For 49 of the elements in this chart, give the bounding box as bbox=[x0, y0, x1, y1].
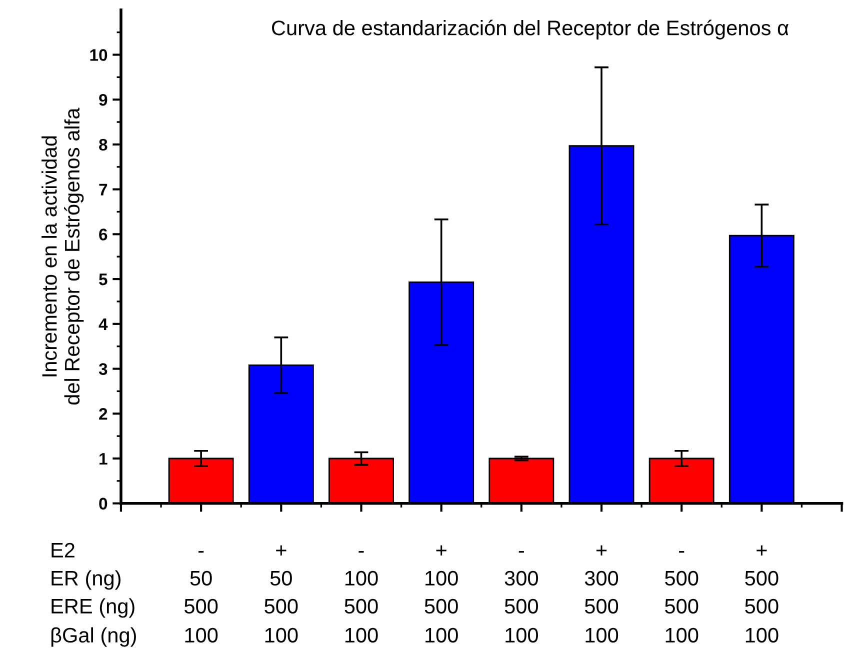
text: 500 bbox=[504, 598, 538, 614]
text: βGal (ng) bbox=[51, 627, 136, 647]
y-tick-label: 1 bbox=[100, 453, 108, 465]
y-tick-label: 6 bbox=[99, 228, 108, 240]
text: 100 bbox=[666, 628, 698, 643]
text: 500 bbox=[184, 598, 218, 614]
y-tick-label: 4 bbox=[98, 318, 108, 330]
text: - bbox=[679, 551, 684, 553]
text: 500 bbox=[665, 598, 698, 614]
text: 500 bbox=[424, 598, 458, 614]
text: 50 bbox=[270, 570, 292, 586]
text: 100 bbox=[426, 570, 458, 586]
y-tick-label: 7 bbox=[99, 184, 108, 196]
text: 300 bbox=[584, 570, 618, 586]
text: 100 bbox=[746, 628, 778, 643]
y-tick-label: 3 bbox=[98, 363, 108, 376]
text: 100 bbox=[586, 628, 618, 643]
text: 500 bbox=[665, 570, 698, 586]
text: - bbox=[198, 551, 204, 553]
text: 500 bbox=[745, 598, 778, 614]
text: 500 bbox=[264, 598, 298, 614]
text: E2 bbox=[52, 542, 74, 558]
y-axis-title: Incremento en la actividad del Receptor de Estrógenos alfa bbox=[42, 108, 84, 405]
text: 100 bbox=[426, 628, 458, 643]
text: 100 bbox=[265, 628, 298, 643]
text: 100 bbox=[345, 570, 378, 586]
text: + bbox=[756, 545, 767, 556]
text: 50 bbox=[190, 570, 212, 586]
text: + bbox=[436, 545, 446, 556]
text: ER (ng) bbox=[52, 570, 120, 590]
text: - bbox=[358, 551, 364, 553]
text: 100 bbox=[185, 628, 218, 643]
text: 100 bbox=[506, 628, 538, 643]
text: 300 bbox=[504, 570, 538, 586]
y-tick-label: 0 bbox=[99, 498, 108, 510]
text: + bbox=[276, 545, 286, 556]
text: ERE (ng) bbox=[52, 598, 134, 618]
y-tick-label: 5 bbox=[99, 274, 108, 286]
y-tick-label: 10 bbox=[90, 49, 108, 61]
text: 500 bbox=[584, 598, 618, 614]
text: + bbox=[596, 545, 607, 556]
text: - bbox=[518, 551, 524, 553]
y-tick-label: 9 bbox=[99, 94, 108, 106]
text: 500 bbox=[745, 570, 778, 586]
y-tick-label: 8 bbox=[99, 138, 108, 151]
text: 100 bbox=[345, 628, 378, 643]
text: 500 bbox=[344, 598, 378, 614]
chart-title: Curva de estandarización del Receptor de Estrógenos α bbox=[272, 20, 788, 40]
y-tick-label: 2 bbox=[99, 408, 108, 420]
